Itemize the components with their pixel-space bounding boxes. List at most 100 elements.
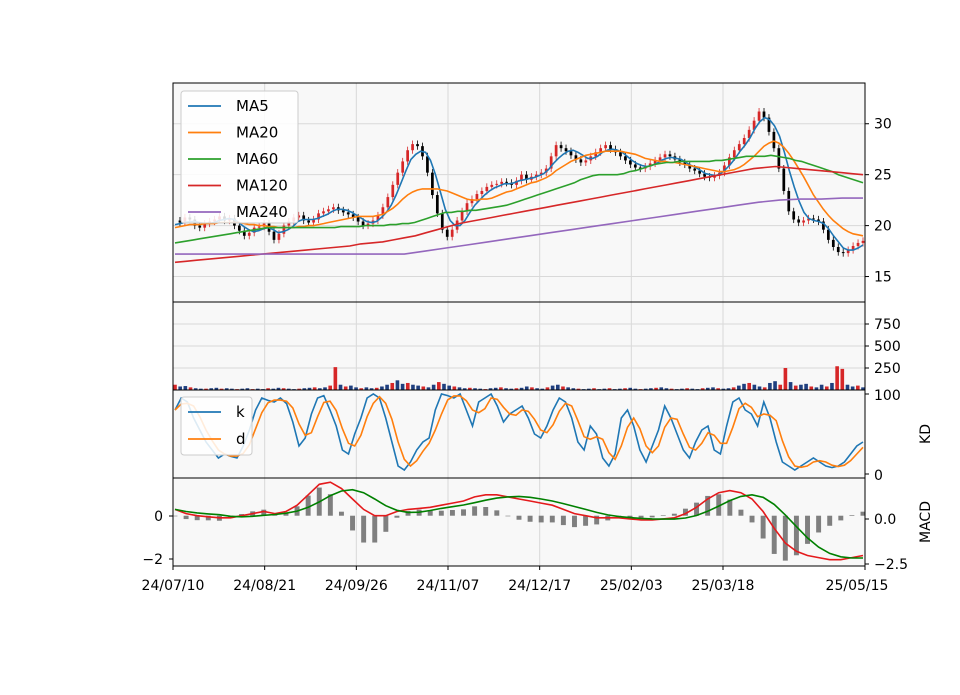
line-kd-d — [174, 395, 864, 469]
panel-bg-kd — [173, 390, 865, 478]
macd-hist-bar — [438, 510, 444, 516]
candle-body — [465, 203, 469, 212]
volume-bar — [374, 387, 379, 390]
volume-bar — [514, 388, 519, 390]
macd-hist-bar — [538, 515, 544, 523]
volume-bar — [519, 387, 524, 390]
macd-hist-bar — [771, 515, 777, 554]
candle-body — [698, 170, 702, 174]
candle-body — [594, 152, 598, 157]
macd-hist-bar — [627, 515, 633, 518]
candle-body — [747, 129, 751, 139]
macd-hist-bar — [727, 499, 733, 516]
volume-bar — [690, 388, 695, 390]
candle-body — [178, 220, 182, 223]
price-tick-label: 20 — [874, 219, 892, 235]
macd-hist-bar — [583, 515, 589, 526]
volume-bar — [845, 384, 850, 390]
volume-bar — [343, 386, 348, 390]
volume-bar — [468, 387, 472, 390]
x-tick-label: 24/12/17 — [508, 578, 571, 594]
candle-body — [351, 214, 355, 218]
candle-body — [317, 213, 320, 220]
line-ma5 — [174, 116, 864, 251]
candle-body — [752, 120, 756, 130]
macd-hist-bar — [383, 515, 389, 532]
kd-tick-label: 0 — [874, 468, 883, 484]
volume-bar — [731, 387, 736, 390]
macd-hist-bar — [372, 515, 378, 543]
candle-body — [534, 174, 538, 177]
candle-body — [485, 186, 489, 191]
volume-bar — [219, 388, 224, 390]
volume-bar — [804, 383, 808, 390]
volume-bar — [426, 387, 431, 390]
kd-legend: kd — [180, 396, 253, 456]
candle-body — [366, 223, 370, 226]
candle-body — [713, 175, 716, 178]
candle-body — [312, 219, 315, 223]
candle-body — [470, 199, 474, 204]
x-tick-label: 25/05/15 — [826, 578, 889, 594]
macd-hist-bar — [860, 511, 866, 516]
volume-bar — [173, 384, 177, 390]
volume-bar — [623, 388, 627, 390]
macd-hist-bar — [361, 515, 367, 543]
candle-body — [569, 151, 573, 156]
volume-bar — [824, 386, 829, 390]
volume-bar — [318, 388, 322, 390]
volume-bar — [328, 385, 332, 390]
volume-bar — [188, 387, 193, 390]
volume-bar — [856, 385, 860, 390]
volume-bar — [555, 384, 560, 390]
volume-bar — [462, 388, 467, 390]
volume-bar — [478, 388, 483, 390]
volume-bar — [411, 384, 415, 390]
candle-body — [599, 148, 603, 153]
volume-bar — [773, 381, 777, 390]
candle-body — [817, 219, 820, 222]
volume-bar — [571, 388, 576, 390]
candle-body — [638, 167, 642, 169]
x-tick-label: 25/02/03 — [600, 578, 663, 594]
candle-body — [539, 172, 543, 175]
price-tick-label: 30 — [874, 117, 892, 133]
volume-bar — [628, 387, 633, 390]
volume-bar — [266, 388, 270, 390]
volume-bar — [178, 386, 182, 390]
candle-body — [732, 150, 736, 158]
candle-body — [341, 210, 345, 213]
candle-body — [297, 215, 301, 218]
panel-frame-macd — [172, 477, 866, 567]
macd-hist-bar — [505, 515, 511, 517]
candle-body — [431, 172, 434, 196]
volume-bar — [281, 388, 286, 390]
volume-bar — [390, 382, 395, 390]
macd-hist-bar — [449, 510, 455, 516]
volume-bar — [369, 388, 374, 390]
volume-bar — [447, 385, 451, 390]
macd-hist-bar — [239, 514, 245, 516]
candle-body — [826, 229, 830, 240]
candle-body — [856, 242, 860, 246]
volume-bar — [716, 388, 720, 390]
macd-hist-bar — [283, 513, 289, 516]
volume-bar — [799, 384, 803, 390]
candle-body — [500, 181, 504, 184]
candle-body — [579, 159, 583, 163]
volume-bar — [778, 384, 783, 390]
volume-bar — [850, 386, 855, 390]
volume-bar — [788, 382, 793, 390]
candle-body — [376, 215, 380, 221]
price-tick-label: 25 — [874, 168, 892, 184]
candle-body — [807, 218, 810, 221]
volume-bar — [793, 385, 798, 390]
volume-bar — [700, 388, 705, 390]
macd-hist-bar — [194, 515, 200, 521]
volume-bar — [757, 386, 762, 390]
volume-bar — [214, 387, 219, 390]
volume-bar — [643, 388, 648, 390]
volume-bar — [437, 382, 441, 390]
candle-body — [277, 233, 281, 240]
candle-body — [282, 225, 286, 234]
